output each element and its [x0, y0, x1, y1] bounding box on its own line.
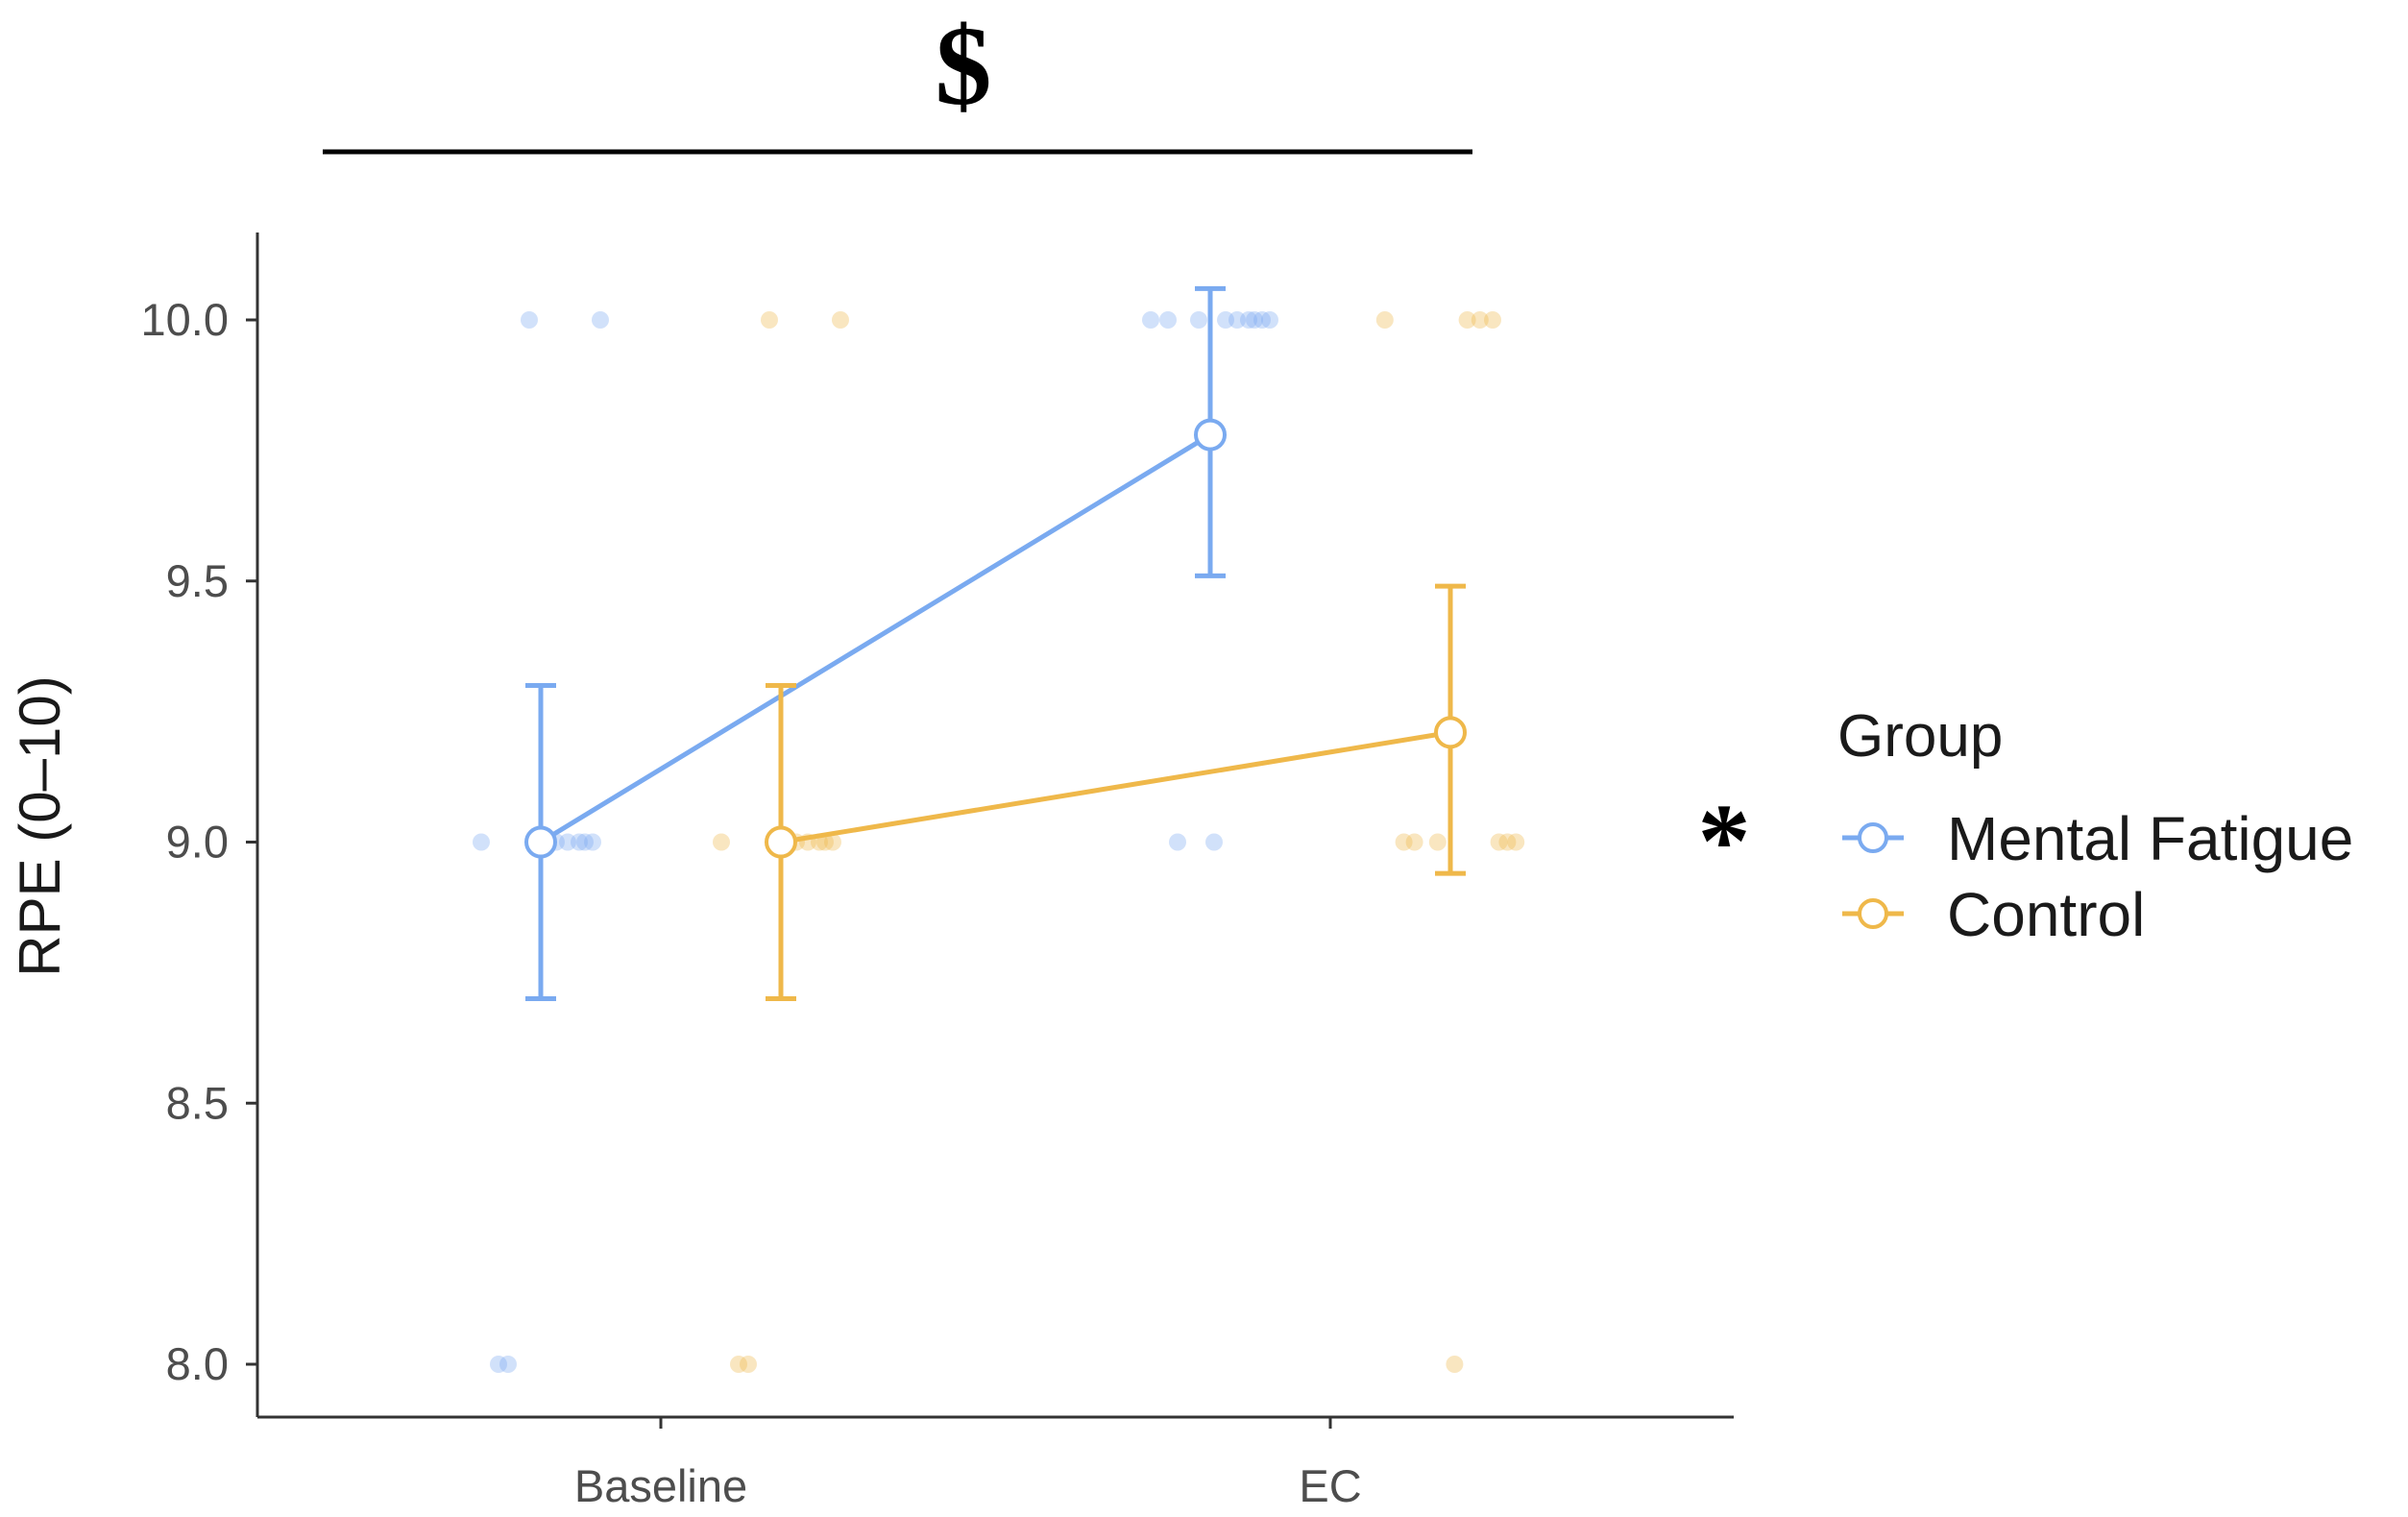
y-tick-label: 10.0 [141, 294, 229, 345]
raw-data-point [576, 833, 594, 851]
significance-star: * [1698, 782, 1751, 899]
raw-data-point [592, 311, 609, 329]
legend-label: Control [1947, 880, 2145, 949]
raw-data-point [1240, 311, 1257, 329]
y-tick-label: 8.5 [166, 1077, 229, 1128]
raw-data-point [1205, 833, 1223, 851]
raw-data-point [1190, 311, 1207, 329]
raw-data-point [1169, 833, 1186, 851]
error-bars [525, 285, 1466, 1002]
legend: Group Mental Fatigue Control [1837, 703, 2353, 949]
raw-data-point [761, 311, 778, 329]
raw-data-point [1484, 311, 1501, 329]
mean-point [1434, 716, 1467, 749]
raw-data-point [1498, 833, 1517, 851]
x-ticks: Baseline EC [574, 1417, 1362, 1511]
raw-data-point [1471, 311, 1489, 329]
y-tick-label: 8.0 [166, 1338, 229, 1389]
series-lines [539, 432, 1451, 844]
legend-title: Group [1837, 703, 2003, 770]
raw-data-point [1159, 311, 1177, 329]
raw-data-point [1228, 311, 1246, 329]
raw-data-point [1446, 1356, 1464, 1373]
y-tick-label: 9.0 [166, 817, 229, 868]
raw-data-point [832, 311, 849, 329]
legend-label: Mental Fatigue [1947, 804, 2353, 873]
raw-data-point [1507, 833, 1525, 851]
raw-data-point [1458, 311, 1476, 329]
raw-data-point [521, 311, 538, 329]
series-line [780, 729, 1451, 844]
raw-data-point [499, 1356, 517, 1373]
raw-data-point [740, 1356, 757, 1373]
raw-data-point [1217, 311, 1234, 329]
mean-point [524, 825, 557, 859]
raw-data-point [824, 833, 841, 851]
series-line [539, 432, 1212, 844]
raw-data-point [713, 833, 730, 851]
legend-item-control: Control [1842, 880, 2145, 949]
raw-data-point [1428, 833, 1447, 851]
raw-data-point [1395, 833, 1413, 851]
legend-key-circle [1858, 822, 1888, 853]
y-tick-label: 9.5 [166, 555, 229, 606]
raw-data-point [1490, 833, 1508, 851]
legend-item-mental-fatigue: Mental Fatigue [1842, 804, 2353, 873]
mean-point [765, 825, 797, 859]
raw-data-point [1405, 833, 1423, 851]
raw-data-point [584, 833, 601, 851]
y-axis-title: RPE (0–10) [8, 675, 72, 976]
raw-data-point [1246, 311, 1263, 329]
significance-dollar: $ [936, 3, 992, 129]
raw-points [473, 311, 1525, 1373]
raw-data-point [1142, 311, 1159, 329]
x-tick-label: EC [1299, 1460, 1361, 1511]
mean-points [524, 418, 1467, 859]
raw-data-point [1375, 311, 1394, 329]
legend-key-circle [1858, 898, 1888, 929]
raw-data-point [730, 1356, 747, 1373]
raw-data-point [490, 1356, 507, 1373]
y-ticks: 8.0 8.5 9.0 9.5 10.0 [141, 294, 257, 1389]
raw-data-point [1261, 311, 1278, 329]
mean-point [1194, 418, 1227, 452]
x-tick-label: Baseline [574, 1460, 747, 1511]
raw-data-point [571, 833, 588, 851]
raw-data-point [559, 833, 576, 851]
raw-data-point [1253, 311, 1271, 329]
raw-data-point [473, 833, 490, 851]
